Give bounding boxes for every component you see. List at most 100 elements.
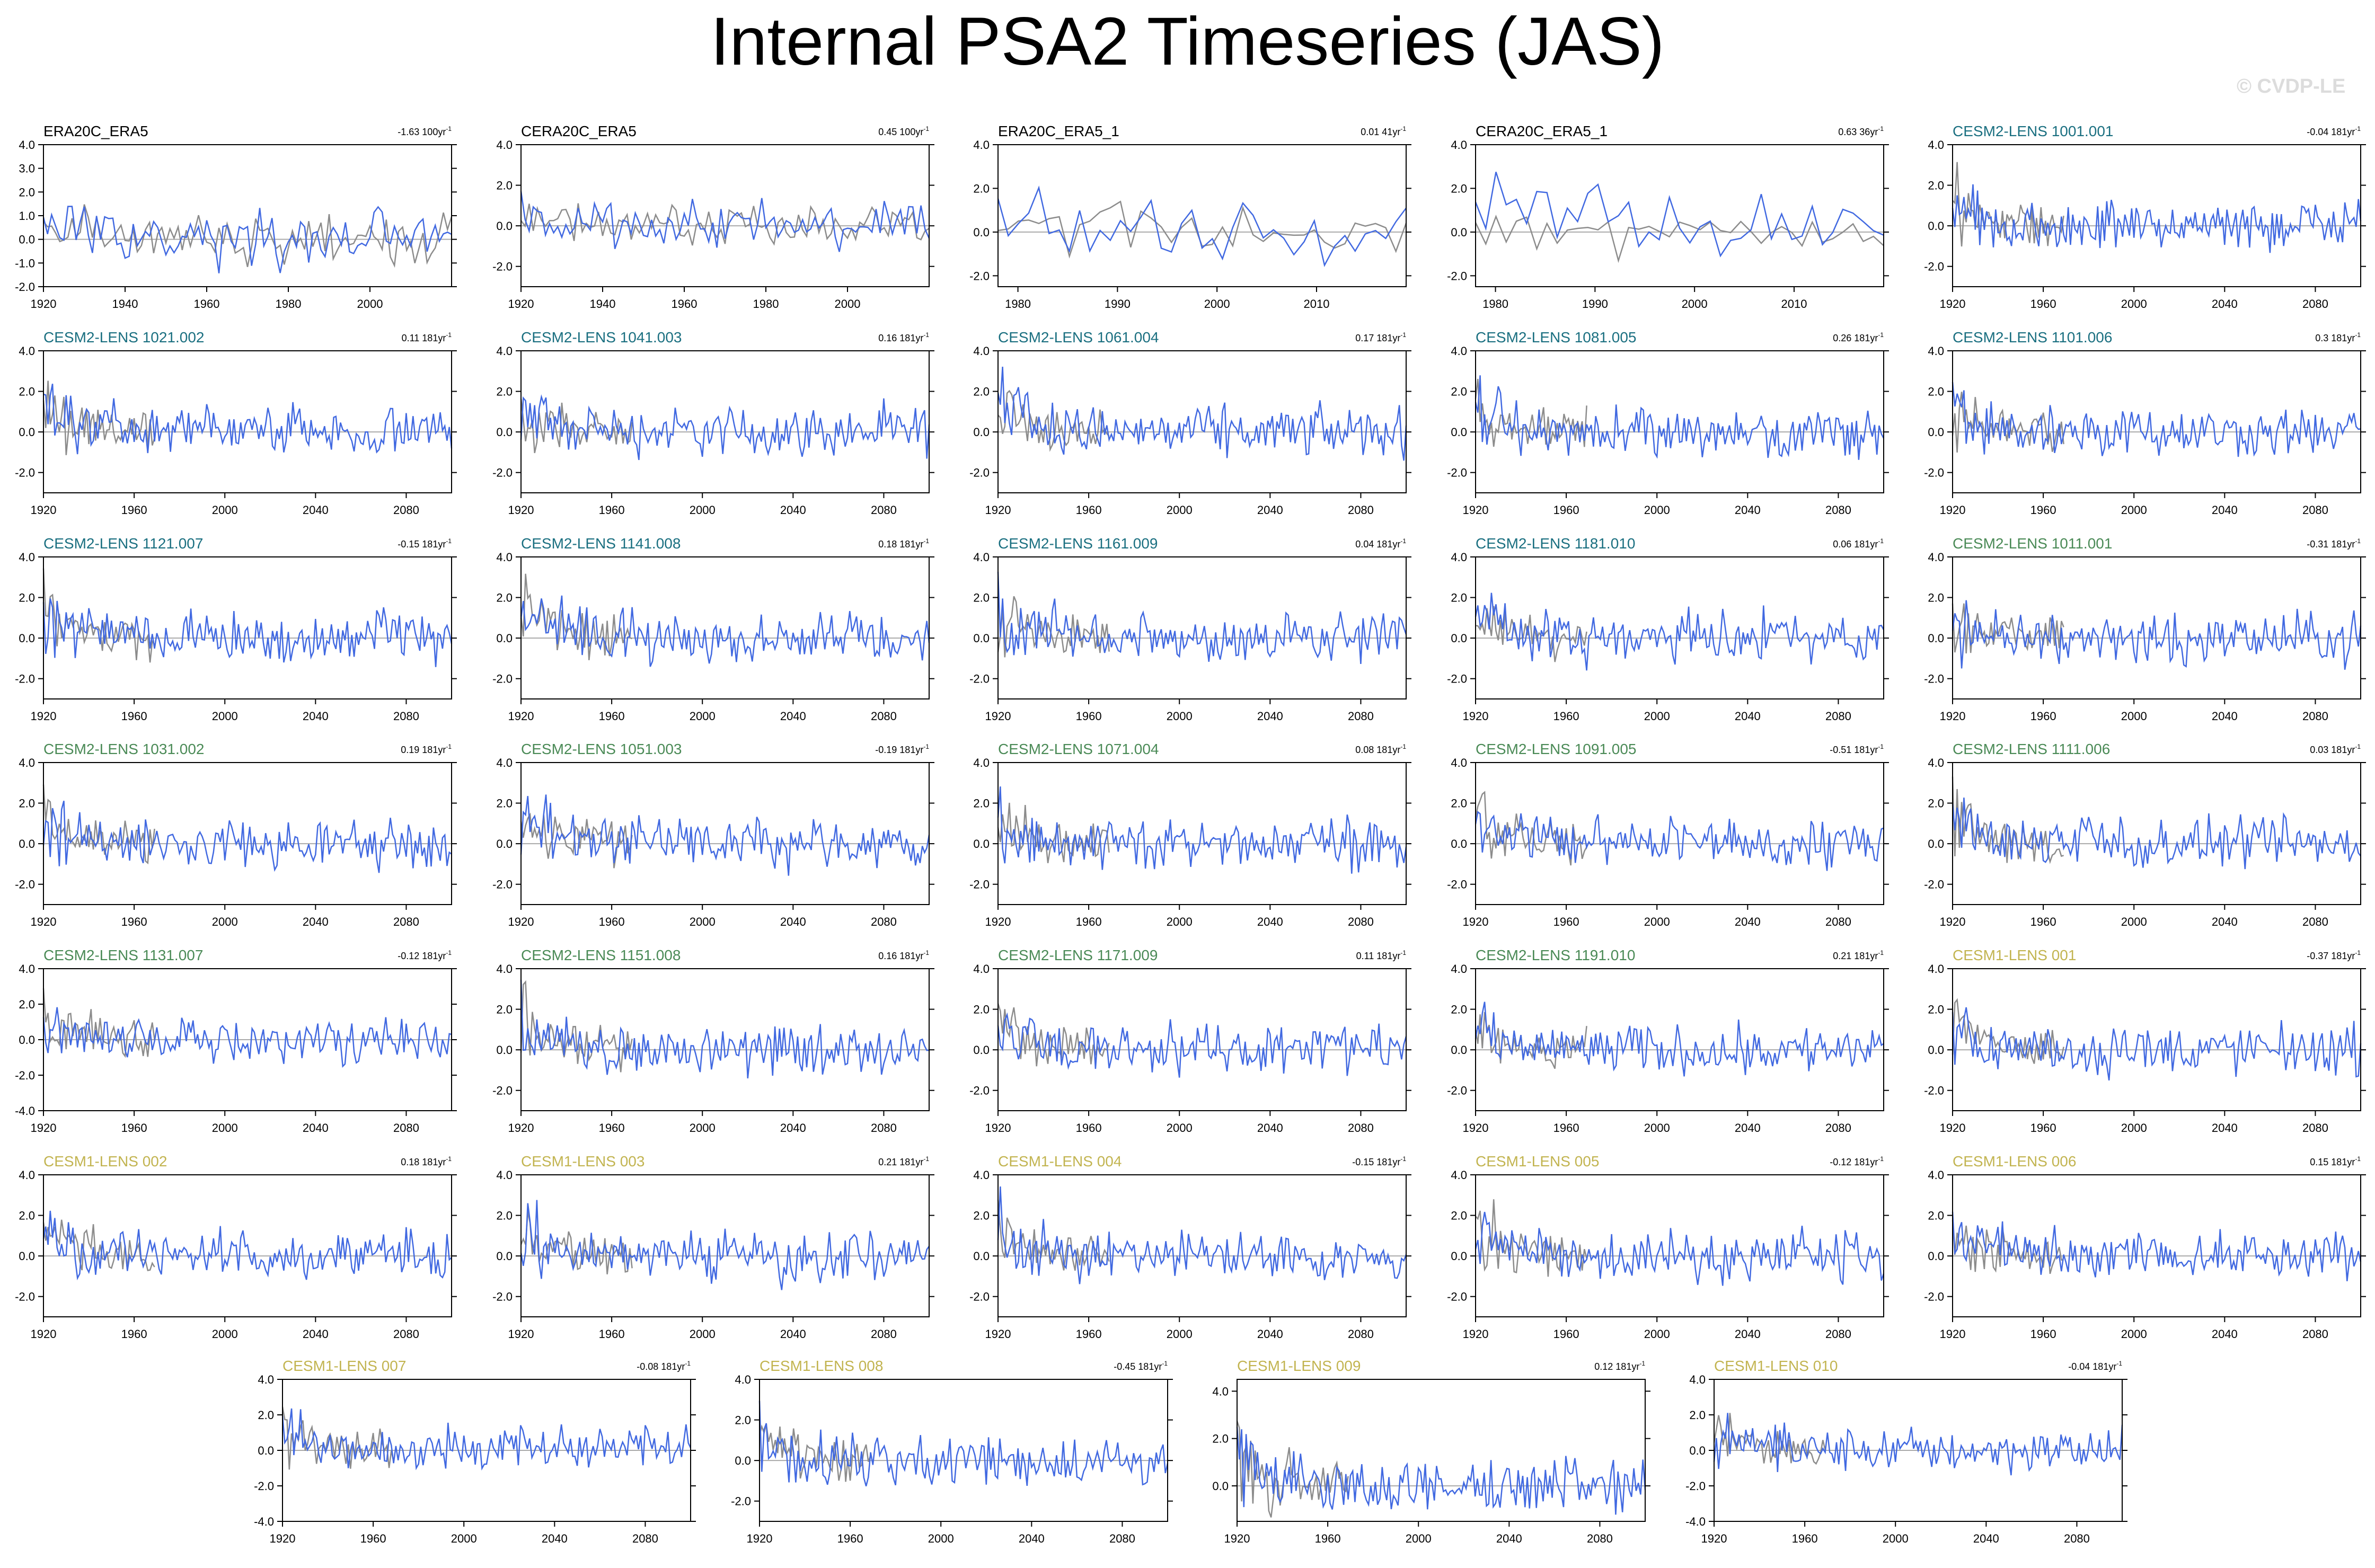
x-tick-label: 1920 [1940, 503, 1966, 517]
plot-frame [1237, 1379, 1646, 1522]
x-tick-label: 2080 [2302, 1121, 2328, 1135]
panel-title: CESM2-LENS 1061.004 [998, 329, 1159, 346]
series-line-model [43, 384, 453, 455]
panel-title: CESM2-LENS 1151.008 [521, 947, 681, 963]
y-tick-label: 2.0 [496, 179, 513, 192]
y-tick-label: -2.0 [1924, 466, 1944, 480]
x-tick-label: 2040 [780, 710, 806, 723]
panel-trend: 0.04 181yr-1 [1355, 537, 1406, 550]
panel-title: CESM1-LENS 007 [282, 1358, 406, 1374]
panel-title: CESM2-LENS 1051.003 [521, 741, 682, 757]
x-tick-label: 1920 [985, 1121, 1011, 1135]
x-tick-label: 1960 [2030, 1121, 2056, 1135]
y-tick-label: 4.0 [496, 1168, 513, 1182]
x-tick-label: 2000 [212, 1327, 238, 1341]
x-tick-label: 2040 [1257, 1327, 1283, 1341]
x-tick-label: 1920 [270, 1532, 296, 1545]
x-tick-label: 2080 [1348, 710, 1374, 723]
x-tick-label: 2010 [1303, 297, 1329, 311]
y-tick-label: 2.0 [1689, 1408, 1706, 1422]
x-tick-label: 1980 [1482, 297, 1508, 311]
y-tick-label: 4.0 [1928, 962, 1944, 976]
x-tick-label: 1920 [1463, 503, 1489, 517]
x-tick-label: 1920 [508, 710, 534, 723]
y-tick-label: 2.0 [973, 797, 990, 810]
series-line-model [1475, 811, 1884, 871]
x-tick-label: 2040 [1973, 1532, 1999, 1545]
series-line-model [1952, 1007, 2362, 1080]
panel-trend: 0.21 181yr-1 [878, 1155, 929, 1167]
panel-trend: 0.63 36yr-1 [1838, 125, 1884, 137]
panel-title: CESM1-LENS 004 [998, 1153, 1122, 1170]
y-tick-label: 4.0 [19, 138, 35, 152]
x-tick-label: 1920 [31, 1327, 57, 1341]
series-line-reference [1952, 603, 2064, 654]
trend-exponent: -1 [923, 331, 929, 339]
x-tick-label: 1960 [121, 1327, 147, 1341]
plot-frame [997, 350, 1407, 493]
trend-exponent: -1 [446, 1155, 452, 1163]
panel-trend: 0.3 181yr-1 [2315, 331, 2361, 343]
panel-title: CESM1-LENS 003 [521, 1153, 644, 1170]
x-tick-label: 2080 [1587, 1532, 1613, 1545]
x-tick-label: 1920 [508, 915, 534, 928]
y-tick-label: 4.0 [1928, 1168, 1944, 1182]
panel-trend: 0.12 181yr-1 [1594, 1360, 1645, 1372]
plot-frame [1475, 762, 1884, 905]
y-tick-label: 2.0 [1451, 182, 1467, 195]
x-tick-label: 2040 [2212, 297, 2238, 311]
x-tick-label: 2080 [2302, 503, 2328, 517]
y-tick-label: -2.0 [492, 878, 513, 891]
plot-frame [1952, 144, 2361, 287]
panel-trend: -0.12 181yr-1 [398, 949, 452, 961]
x-tick-label: 2080 [393, 710, 419, 723]
panel-title: CESM2-LENS 1141.008 [521, 535, 681, 552]
y-tick-label: 4.0 [19, 551, 35, 564]
series-line-model [42, 800, 452, 873]
x-tick-label: 2000 [212, 503, 238, 517]
x-tick-label: 1920 [985, 710, 1011, 723]
series-line-model [1475, 375, 1885, 460]
y-tick-label: -2.0 [492, 466, 513, 480]
x-tick-label: 2080 [1348, 503, 1374, 517]
y-tick-label: -4.0 [15, 1104, 35, 1118]
y-tick-label: 2.0 [19, 998, 35, 1011]
x-tick-label: 2080 [2302, 710, 2328, 723]
y-tick-label: 0.0 [1451, 1250, 1467, 1263]
series-line-model [1952, 382, 2361, 457]
x-tick-label: 2000 [1644, 915, 1670, 928]
series-line-reference [42, 568, 155, 663]
x-tick-label: 1960 [1553, 1327, 1579, 1341]
series-line-model [42, 1007, 452, 1068]
trend-exponent: -1 [1639, 1360, 1645, 1367]
series-line-reference [1475, 215, 1884, 263]
panel-trend: 0.16 181yr-1 [878, 949, 929, 961]
trend-exponent: -1 [2355, 331, 2361, 339]
y-tick-label: -4.0 [1685, 1515, 1706, 1528]
y-tick-label: 0.0 [1451, 837, 1467, 851]
x-tick-label: 2040 [2212, 503, 2238, 517]
panel-title: CERA20C_ERA5 [521, 123, 637, 139]
plot-frame [1475, 1174, 1884, 1317]
watermark: © CVDP-LE [2237, 75, 2346, 98]
panel-title: CESM2-LENS 1161.009 [998, 535, 1158, 552]
y-tick-label: 0.0 [496, 1043, 513, 1057]
trend-exponent: -1 [1878, 537, 1884, 545]
y-tick-label: -2.0 [1924, 260, 1944, 273]
trend-exponent: -1 [1162, 1360, 1168, 1367]
y-tick-label: 1.0 [19, 209, 35, 223]
y-tick-label: 0.0 [973, 1250, 990, 1263]
x-tick-label: 2000 [690, 1327, 716, 1341]
y-tick-label: -2.0 [15, 672, 35, 686]
trend-exponent: -1 [685, 1360, 691, 1367]
y-tick-label: 0.0 [19, 1250, 35, 1263]
panel-17: CESM2-LENS 1071.004 0.08 181yr-1 -2.0 0.0 2.… [969, 741, 1411, 928]
y-tick-label: 2.0 [496, 1209, 513, 1222]
x-tick-label: 2000 [2121, 503, 2147, 517]
plot-frame [1952, 968, 2361, 1111]
x-tick-label: 1980 [1005, 297, 1031, 311]
panel-trend: 0.08 181yr-1 [1355, 743, 1406, 755]
x-tick-label: 1920 [31, 1121, 57, 1135]
x-tick-label: 2040 [1735, 710, 1761, 723]
series-line-reference [42, 380, 155, 455]
